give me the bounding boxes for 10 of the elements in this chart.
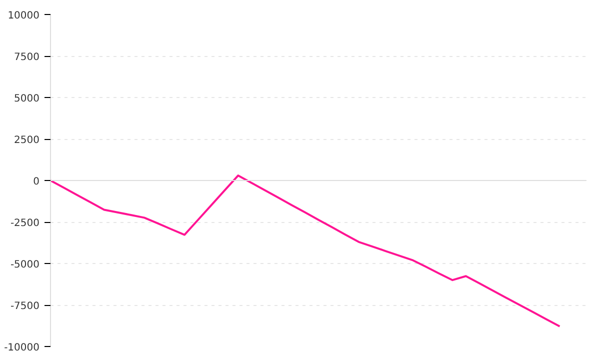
y-tick-label: -7500 xyxy=(10,301,40,312)
y-tick-label: 0 xyxy=(33,176,40,188)
y-tick-label: 5000 xyxy=(14,94,40,104)
y-tick-label: -2500 xyxy=(10,218,40,229)
y-tick-label: 7500 xyxy=(14,52,40,63)
y-tick-label: -5000 xyxy=(10,260,40,270)
y-tick-label: -10000 xyxy=(4,342,40,354)
line-series xyxy=(50,174,561,328)
y-tick-label: 2500 xyxy=(14,135,40,146)
y-tick-label: 10000 xyxy=(8,10,40,22)
